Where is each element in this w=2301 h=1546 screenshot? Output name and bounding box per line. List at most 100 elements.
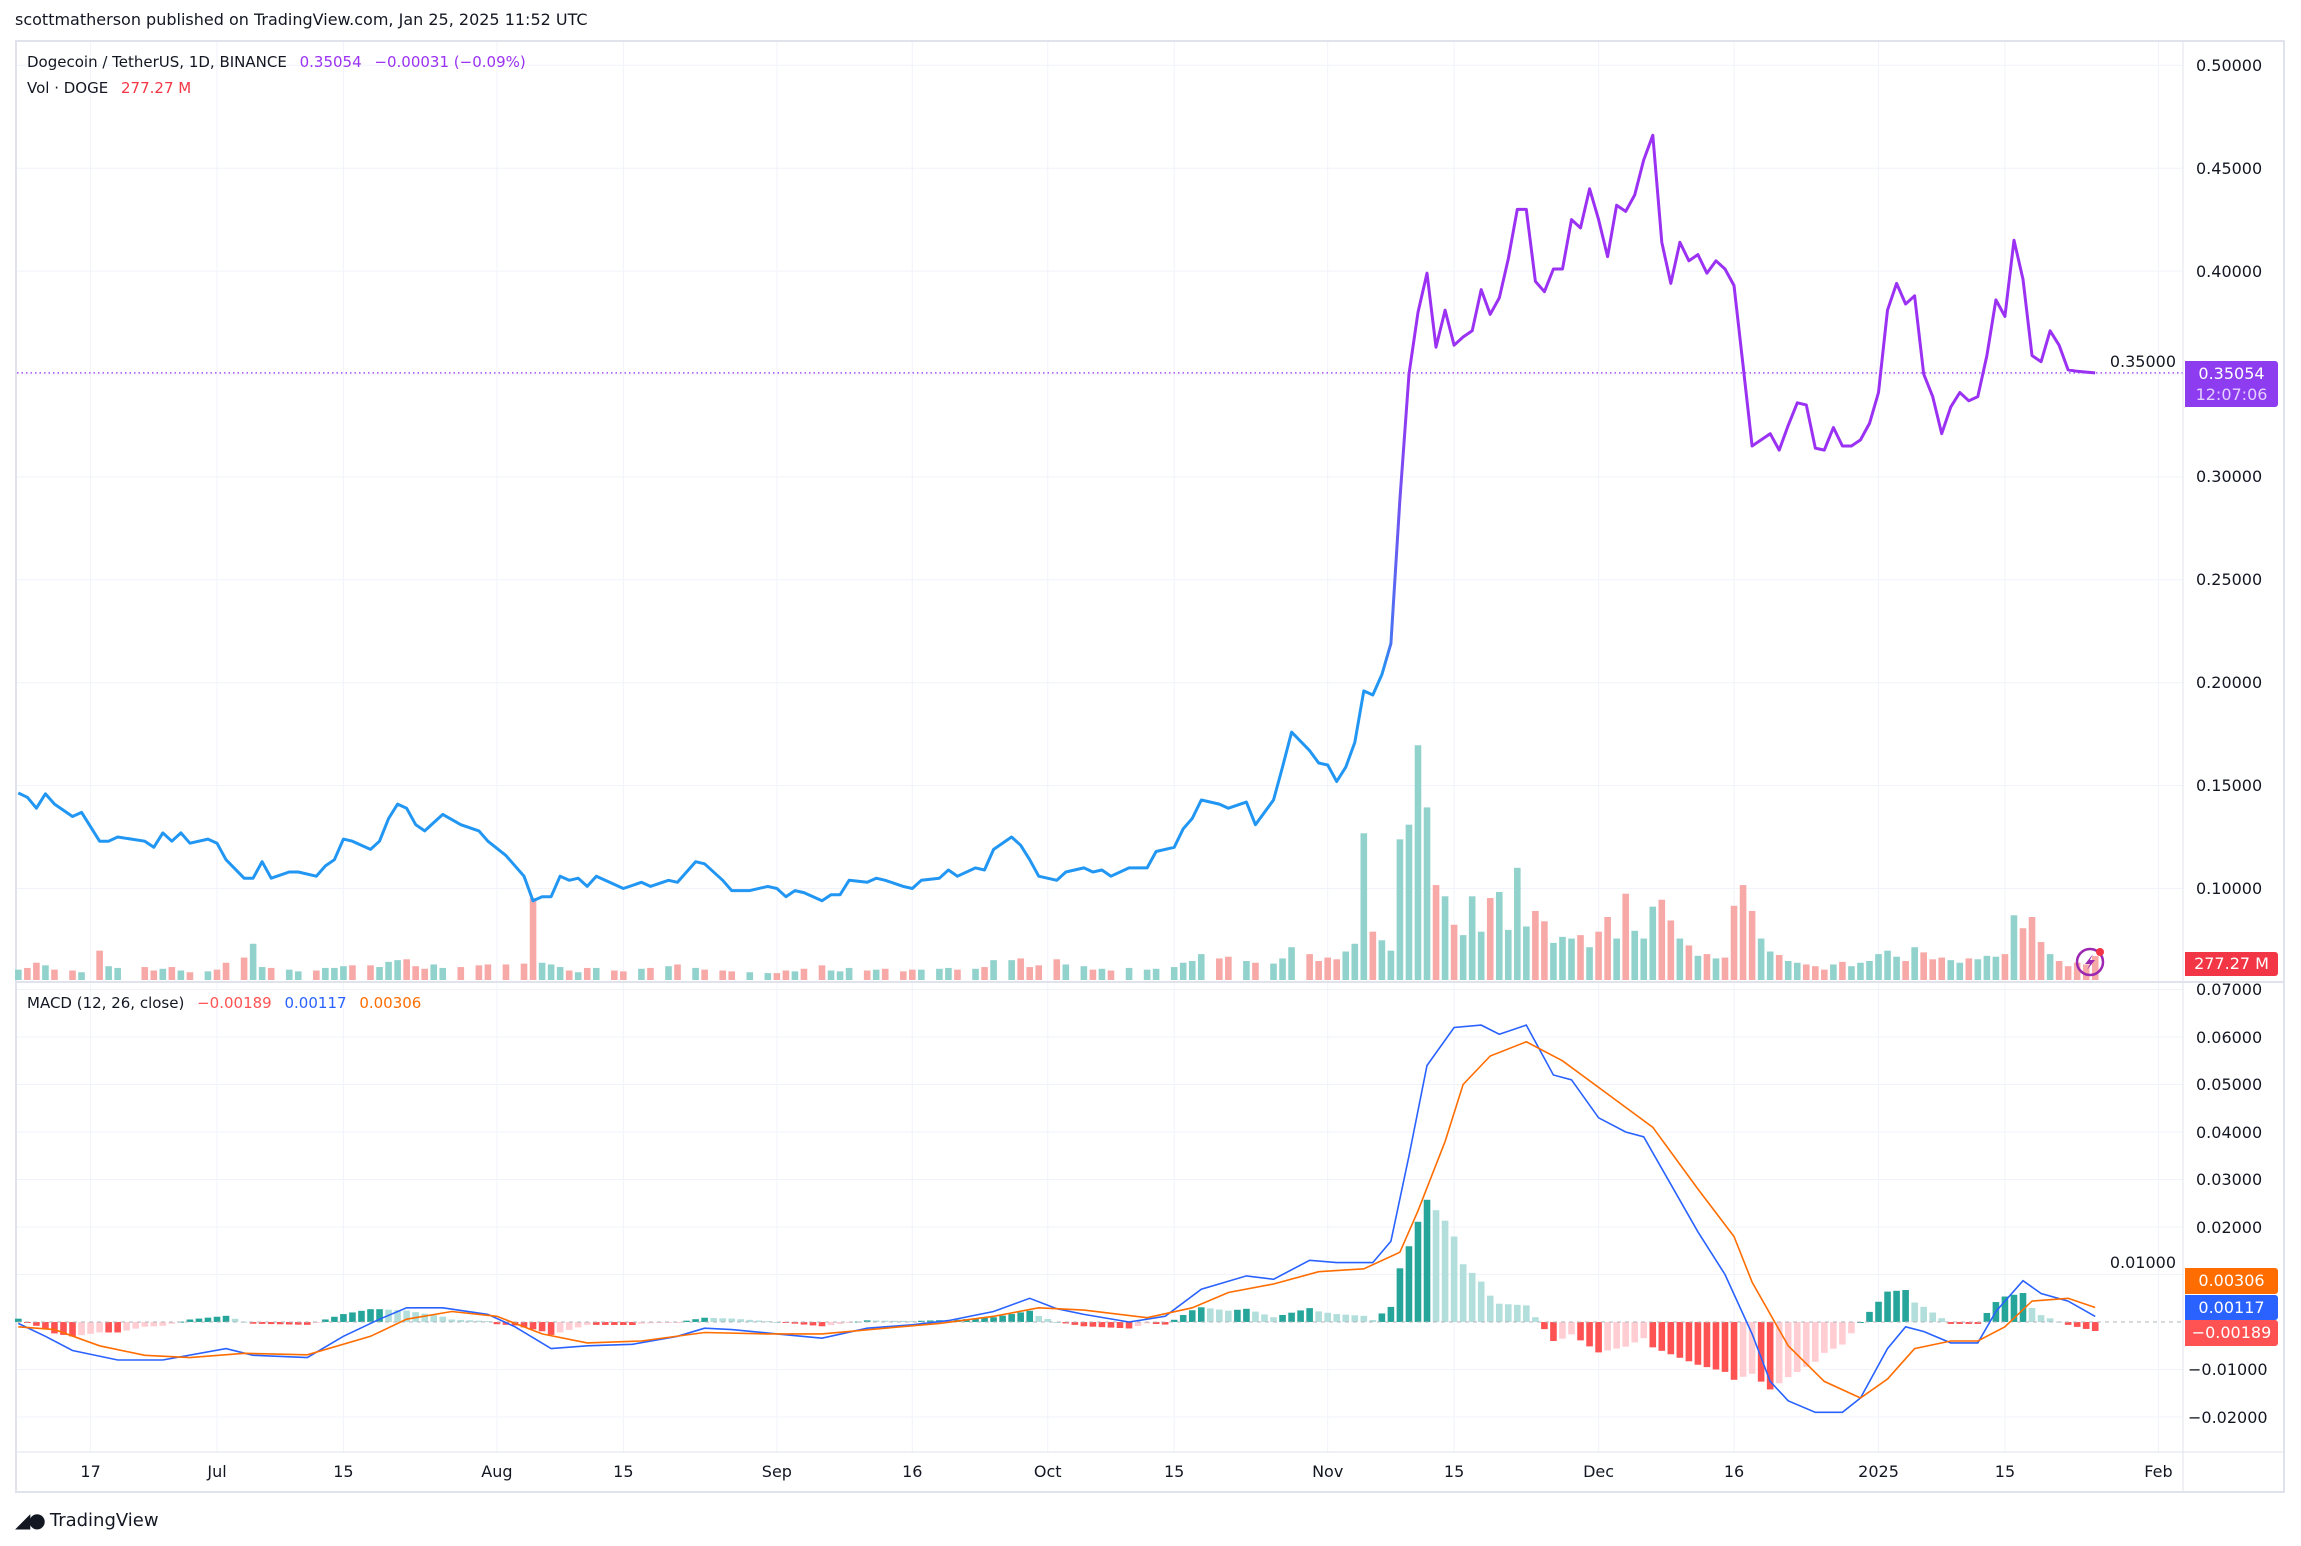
volume-bar: [1333, 959, 1341, 980]
volume-bar: [1243, 961, 1250, 980]
volume-bar: [1911, 947, 1918, 980]
symbol-legend[interactable]: Dogecoin / TetherUS, 1D, BINANCE 0.35054…: [27, 53, 534, 71]
volume-bar: [33, 962, 40, 980]
lightning-icon[interactable]: [2075, 947, 2105, 977]
volume-bar: [954, 969, 961, 980]
volume-bar: [258, 967, 266, 980]
macd-histogram: [15, 1199, 2099, 1390]
macd-axis-tick: −0.02000: [2188, 1407, 2268, 1427]
bar-countdown: 12:07:06: [2195, 385, 2268, 404]
histogram-bar: [574, 1322, 582, 1328]
histogram-bar: [1306, 1308, 1313, 1322]
volume-bar: [421, 968, 428, 980]
histogram-bar: [1640, 1322, 1648, 1339]
histogram-bar: [448, 1319, 456, 1322]
histogram-bar: [42, 1322, 49, 1330]
tradingview-logo[interactable]: ◢● TradingView: [15, 1508, 159, 1532]
histogram-bar: [258, 1322, 266, 1324]
volume-bar: [24, 967, 31, 980]
macd-axis-tick: 0.01000: [2109, 1252, 2176, 1272]
macd-signal-value: 0.00306: [359, 994, 422, 1012]
histogram-bar: [1577, 1322, 1584, 1341]
time-axis-tick: 16: [902, 1462, 923, 1481]
volume-bar: [1667, 920, 1675, 980]
macd-legend[interactable]: MACD (12, 26, close) −0.00189 0.00117 0.…: [27, 994, 429, 1012]
histogram-bar: [1468, 1272, 1476, 1322]
histogram-bar: [1613, 1322, 1620, 1349]
volume-bar: [484, 964, 492, 980]
histogram-bar: [1839, 1322, 1846, 1345]
histogram-bar: [168, 1322, 176, 1324]
volume-bar: [1089, 969, 1097, 980]
macd-line-value: 0.00117: [284, 994, 347, 1012]
time-axis-tick: Sep: [761, 1462, 792, 1481]
volume-bar: [1875, 954, 1882, 980]
macd-axis-tick: −0.01000: [2188, 1360, 2268, 1379]
volume-bar: [1252, 962, 1259, 980]
volume-bar: [1414, 745, 1422, 980]
histogram-bar: [1821, 1322, 1828, 1353]
histogram-bar: [990, 1317, 997, 1322]
volume-bar: [1965, 958, 1973, 980]
volume-bar: [376, 967, 383, 980]
histogram-bar: [78, 1322, 85, 1336]
histogram-bar: [674, 1322, 681, 1323]
volume-bar: [349, 965, 356, 980]
volume-bar: [1694, 955, 1702, 980]
volume-legend[interactable]: Vol · DOGE 277.27 M: [27, 79, 199, 97]
histogram-bar: [1875, 1301, 1882, 1322]
volume-bar: [105, 966, 112, 980]
volume-bar: [1721, 957, 1729, 980]
histogram-bar: [1631, 1322, 1639, 1343]
histogram-bar: [1134, 1322, 1142, 1326]
volume-bar: [502, 964, 510, 980]
macd-axis-tick: 0.07000: [2196, 980, 2263, 999]
histogram-bar: [1369, 1319, 1377, 1322]
volume-bar: [746, 972, 754, 980]
histogram-bar: [1766, 1322, 1774, 1390]
histogram-bar: [1116, 1322, 1124, 1329]
volume-bar: [1604, 917, 1611, 980]
histogram-bar: [764, 1321, 772, 1323]
volume-bar: [1830, 964, 1837, 980]
volume-bar: [674, 964, 681, 980]
histogram-bar: [1920, 1306, 1927, 1322]
histogram-bar: [1748, 1322, 1756, 1374]
histogram-bar: [1685, 1322, 1693, 1362]
volume-bar: [249, 943, 257, 980]
histogram-bar: [1098, 1322, 1106, 1328]
histogram-bar: [1532, 1317, 1539, 1322]
volume-value: 277.27 M: [121, 79, 192, 97]
volume-bar: [1992, 956, 2000, 980]
volume-title: Vol · DOGE: [27, 79, 109, 97]
histogram-bar: [150, 1322, 158, 1327]
volume-bar: [69, 970, 76, 980]
volume-bar: [638, 968, 645, 980]
volume-bar: [2028, 917, 2036, 980]
histogram-bar: [2028, 1307, 2036, 1322]
histogram-bar: [1450, 1236, 1458, 1322]
histogram-bar: [15, 1318, 22, 1322]
histogram-bar: [1044, 1318, 1052, 1322]
price-line: [17, 133, 2096, 903]
histogram-bar: [1252, 1311, 1259, 1322]
time-axis-tick: 16: [1723, 1462, 1745, 1481]
histogram-bar: [195, 1318, 203, 1322]
histogram-bar: [909, 1321, 916, 1323]
volume-bar: [1956, 962, 1964, 980]
volume-bar: [1179, 962, 1187, 980]
price-axis-tick: 0.45000: [2196, 158, 2263, 178]
price-axis-tick: 0.35000: [2109, 352, 2176, 371]
histogram-bar: [737, 1319, 745, 1322]
histogram-bar: [918, 1320, 925, 1322]
histogram-bar: [2001, 1296, 2009, 1322]
histogram-bar: [2064, 1322, 2072, 1325]
volume-bar: [1080, 966, 1088, 980]
volume-bar: [78, 972, 85, 980]
histogram-bar: [520, 1322, 528, 1328]
histogram-bar: [285, 1322, 293, 1325]
volume-bar: [719, 970, 726, 980]
histogram-bar: [565, 1322, 573, 1330]
volume-bar: [1477, 931, 1485, 980]
